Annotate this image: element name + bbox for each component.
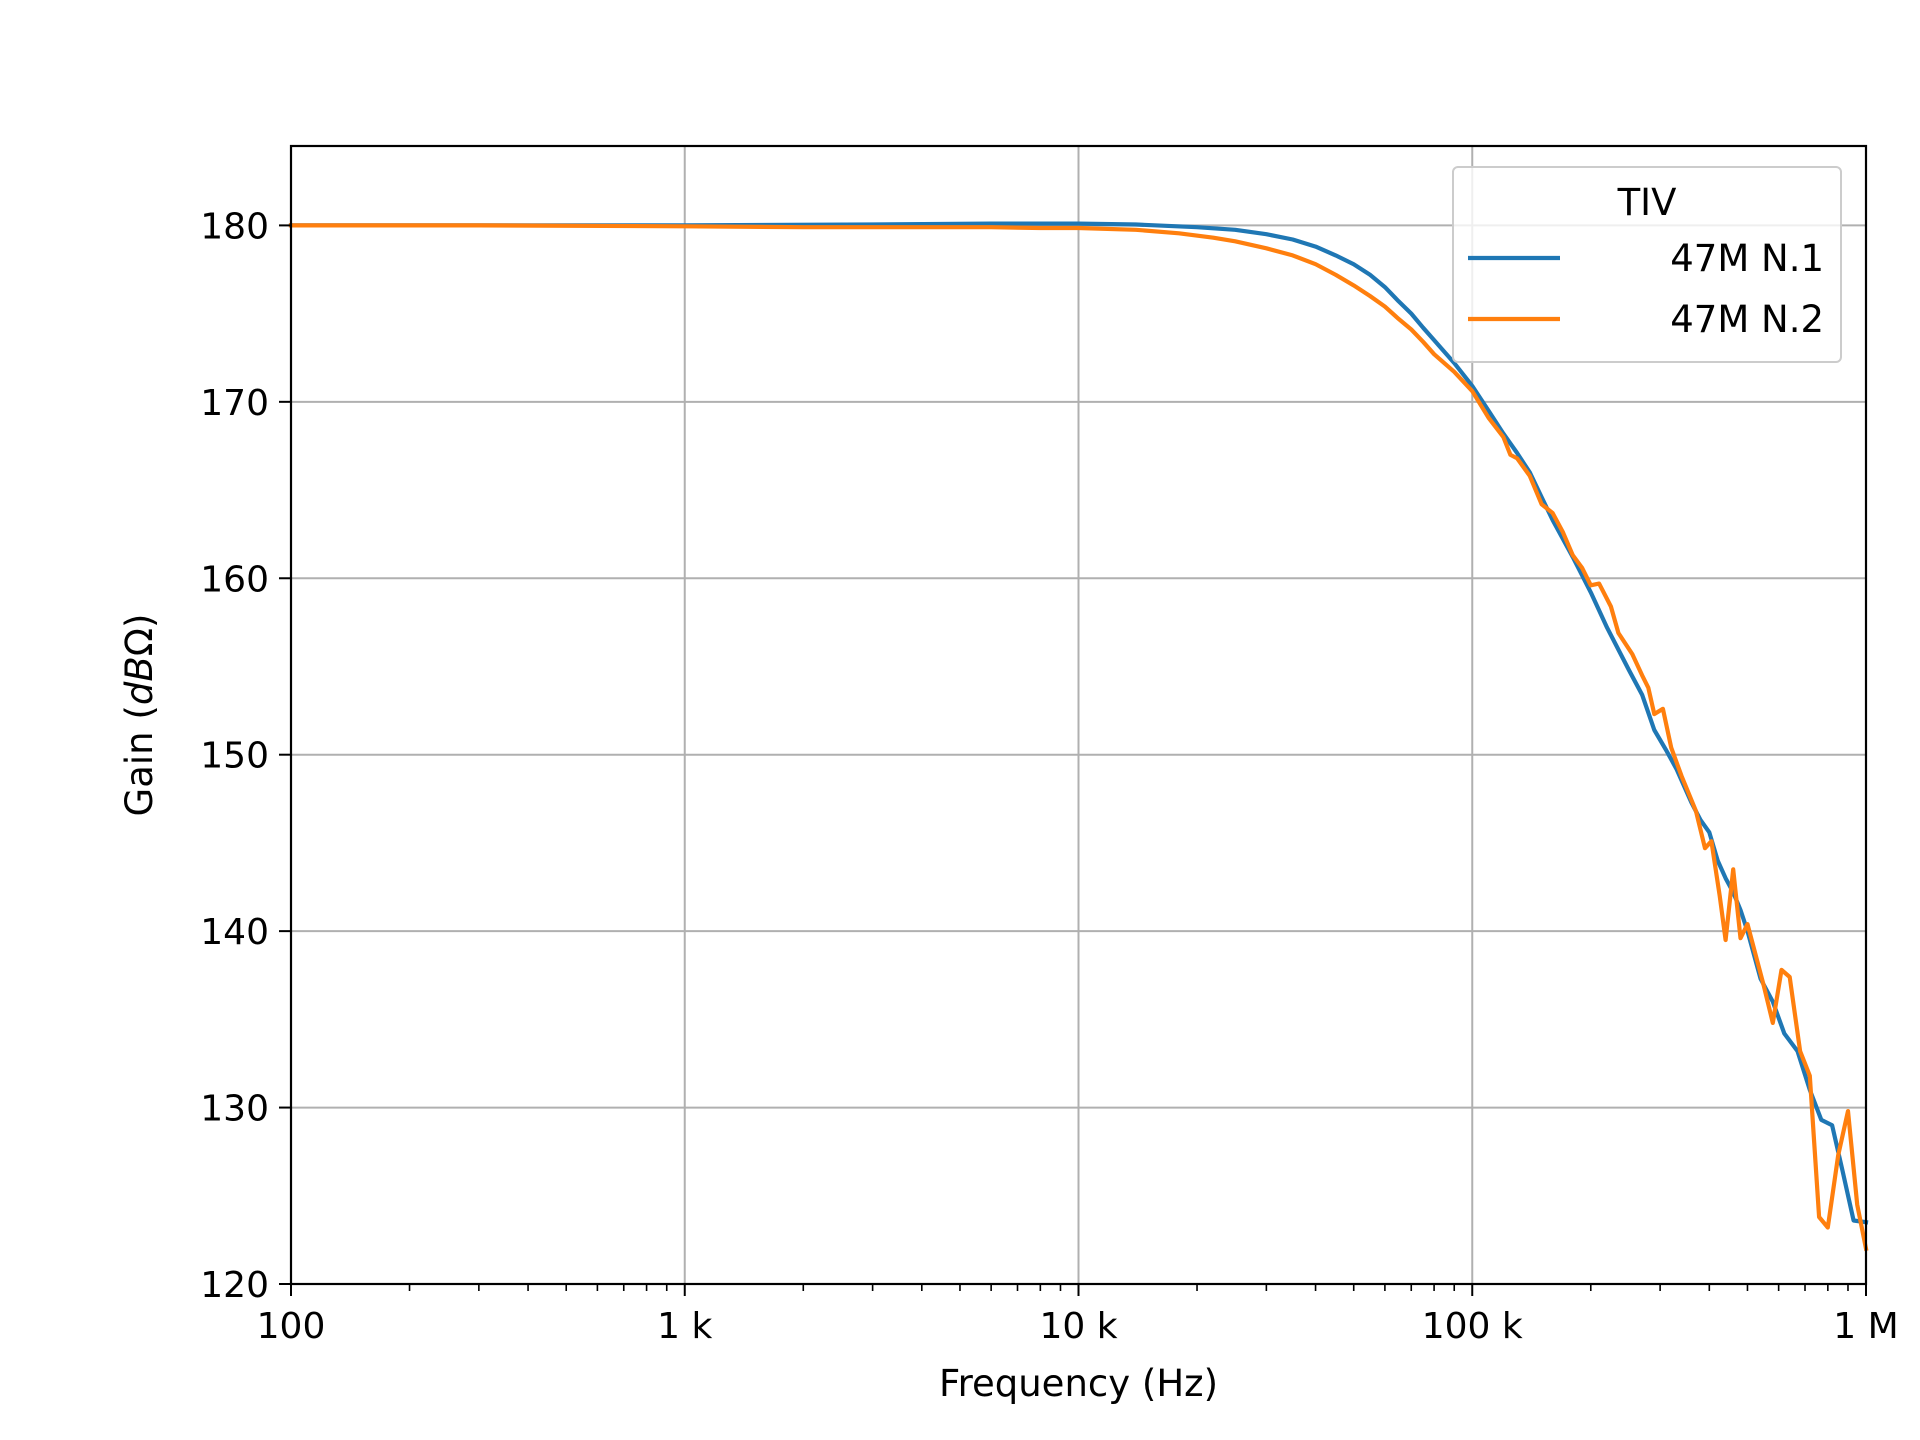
legend-entries: 47M N.1 47M N.2 <box>1468 237 1824 341</box>
series-line-2 <box>288 223 1869 1252</box>
legend: TIV 47M N.1 47M N.2 <box>1452 166 1842 363</box>
x-tick-label: 1 M <box>1833 1306 1898 1347</box>
y-axis: 120 130 140 150 160 170 180 <box>200 206 291 1306</box>
y-tick-label: 150 <box>200 736 269 777</box>
y-tick-label: 130 <box>200 1089 269 1130</box>
y-axis-title-italic: dB <box>118 656 161 705</box>
y-tick-label: 180 <box>200 206 269 247</box>
legend-label-1: 47M N.1 <box>1670 237 1824 280</box>
y-axis-title: Gain (dBΩ) <box>118 614 161 817</box>
y-axis-title-tail: Ω) <box>118 614 161 657</box>
y-tick-label: 160 <box>200 559 269 600</box>
legend-label-2: 47M N.2 <box>1670 298 1824 341</box>
x-axis: 100 1 k 10 k 100 k 1 M <box>257 1284 1899 1347</box>
x-tick-label: 1 k <box>657 1306 712 1347</box>
x-tick-label: 10 k <box>1039 1306 1117 1347</box>
x-axis-title: Frequency (Hz) <box>939 1362 1218 1405</box>
series-layer <box>288 221 1869 1252</box>
y-tick-label: 170 <box>200 383 269 424</box>
legend-title: TIV <box>1617 181 1677 224</box>
x-tick-label: 100 k <box>1422 1306 1523 1347</box>
minor-x-ticks <box>408 1284 1849 1291</box>
y-tick-label: 140 <box>200 912 269 953</box>
x-tick-label: 100 <box>257 1306 326 1347</box>
legend-box <box>1452 166 1842 363</box>
y-tick-label: 120 <box>200 1265 269 1306</box>
y-axis-title-main: Gain ( <box>118 705 161 816</box>
grid-lines <box>290 146 1867 1285</box>
